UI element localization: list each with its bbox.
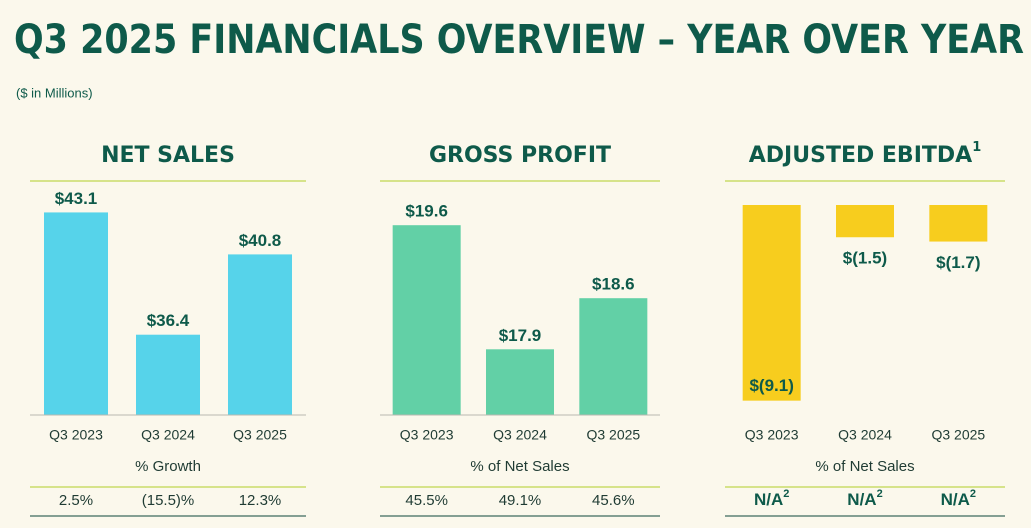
value-label: $(9.1): [749, 376, 793, 395]
footer-value: N/A2: [754, 488, 789, 510]
value-label: $40.8: [239, 231, 282, 250]
footer-value-text: 49.1%: [499, 492, 542, 509]
bar: [836, 205, 894, 238]
x-tick-label: Q3 2023: [745, 427, 799, 443]
x-tick-label: Q3 2023: [49, 427, 103, 443]
bar: [392, 225, 461, 415]
footer-value: N/A2: [847, 488, 882, 510]
value-label: $(1.7): [936, 253, 980, 272]
chart-title-text: GROSS PROFIT: [429, 143, 611, 168]
x-tick-label: Q3 2025: [931, 427, 985, 443]
footer-value-text: 45.5%: [405, 492, 448, 509]
chart-title: GROSS PROFIT: [429, 143, 611, 168]
footer-value: 49.1%: [499, 492, 542, 509]
value-label: $18.6: [592, 275, 635, 294]
bar: [136, 334, 200, 415]
value-label: $19.6: [405, 202, 448, 221]
value-label: $36.4: [147, 311, 190, 330]
bar: [486, 349, 554, 415]
footer-value-text: N/A: [941, 490, 970, 509]
chart-title: ADJUSTED EBITDA1: [749, 140, 981, 169]
value-label: $43.1: [55, 189, 98, 208]
x-tick-label: Q3 2023: [400, 427, 454, 443]
footer-value-text: (15.5)%: [142, 492, 195, 509]
footer-value-text: 45.6%: [592, 492, 635, 509]
footer-note: 2: [783, 488, 789, 500]
footer-value: 45.5%: [405, 492, 448, 509]
bar: [929, 205, 988, 242]
footer-value: 45.6%: [592, 492, 635, 509]
footer-value-text: 2.5%: [59, 492, 93, 509]
footer-label: % Growth: [135, 458, 201, 475]
value-label: $17.9: [499, 326, 542, 345]
chart-title-text: NET SALES: [101, 143, 235, 168]
footer-value: (15.5)%: [142, 492, 195, 509]
footer-value-text: N/A: [754, 490, 783, 509]
slide-title: Q3 2025 FINANCIALS OVERVIEW – YEAR OVER …: [14, 17, 1024, 63]
x-tick-label: Q3 2025: [233, 427, 287, 443]
bar: [579, 298, 648, 415]
footer-value: 12.3%: [239, 492, 282, 509]
subtitle: ($ in Millions): [16, 85, 93, 100]
bar: [44, 212, 108, 415]
x-tick-label: Q3 2025: [586, 427, 640, 443]
bar: [228, 254, 292, 415]
footer-value-text: N/A: [847, 490, 876, 509]
footer-value: 2.5%: [59, 492, 93, 509]
footer-note: 2: [970, 488, 976, 500]
footer-value-text: 12.3%: [239, 492, 282, 509]
x-tick-label: Q3 2024: [141, 427, 195, 443]
chart-title-text: ADJUSTED EBITDA: [749, 143, 972, 168]
chart-title: NET SALES: [101, 143, 235, 168]
footer-label: % of Net Sales: [470, 458, 569, 475]
bar: [742, 205, 801, 401]
footer-label: % of Net Sales: [815, 458, 914, 475]
value-label: $(1.5): [843, 249, 887, 268]
footer-value: N/A2: [941, 488, 976, 510]
x-tick-label: Q3 2024: [493, 427, 547, 443]
x-tick-label: Q3 2024: [838, 427, 892, 443]
footer-note: 2: [877, 488, 883, 500]
title-note: 1: [972, 140, 981, 155]
